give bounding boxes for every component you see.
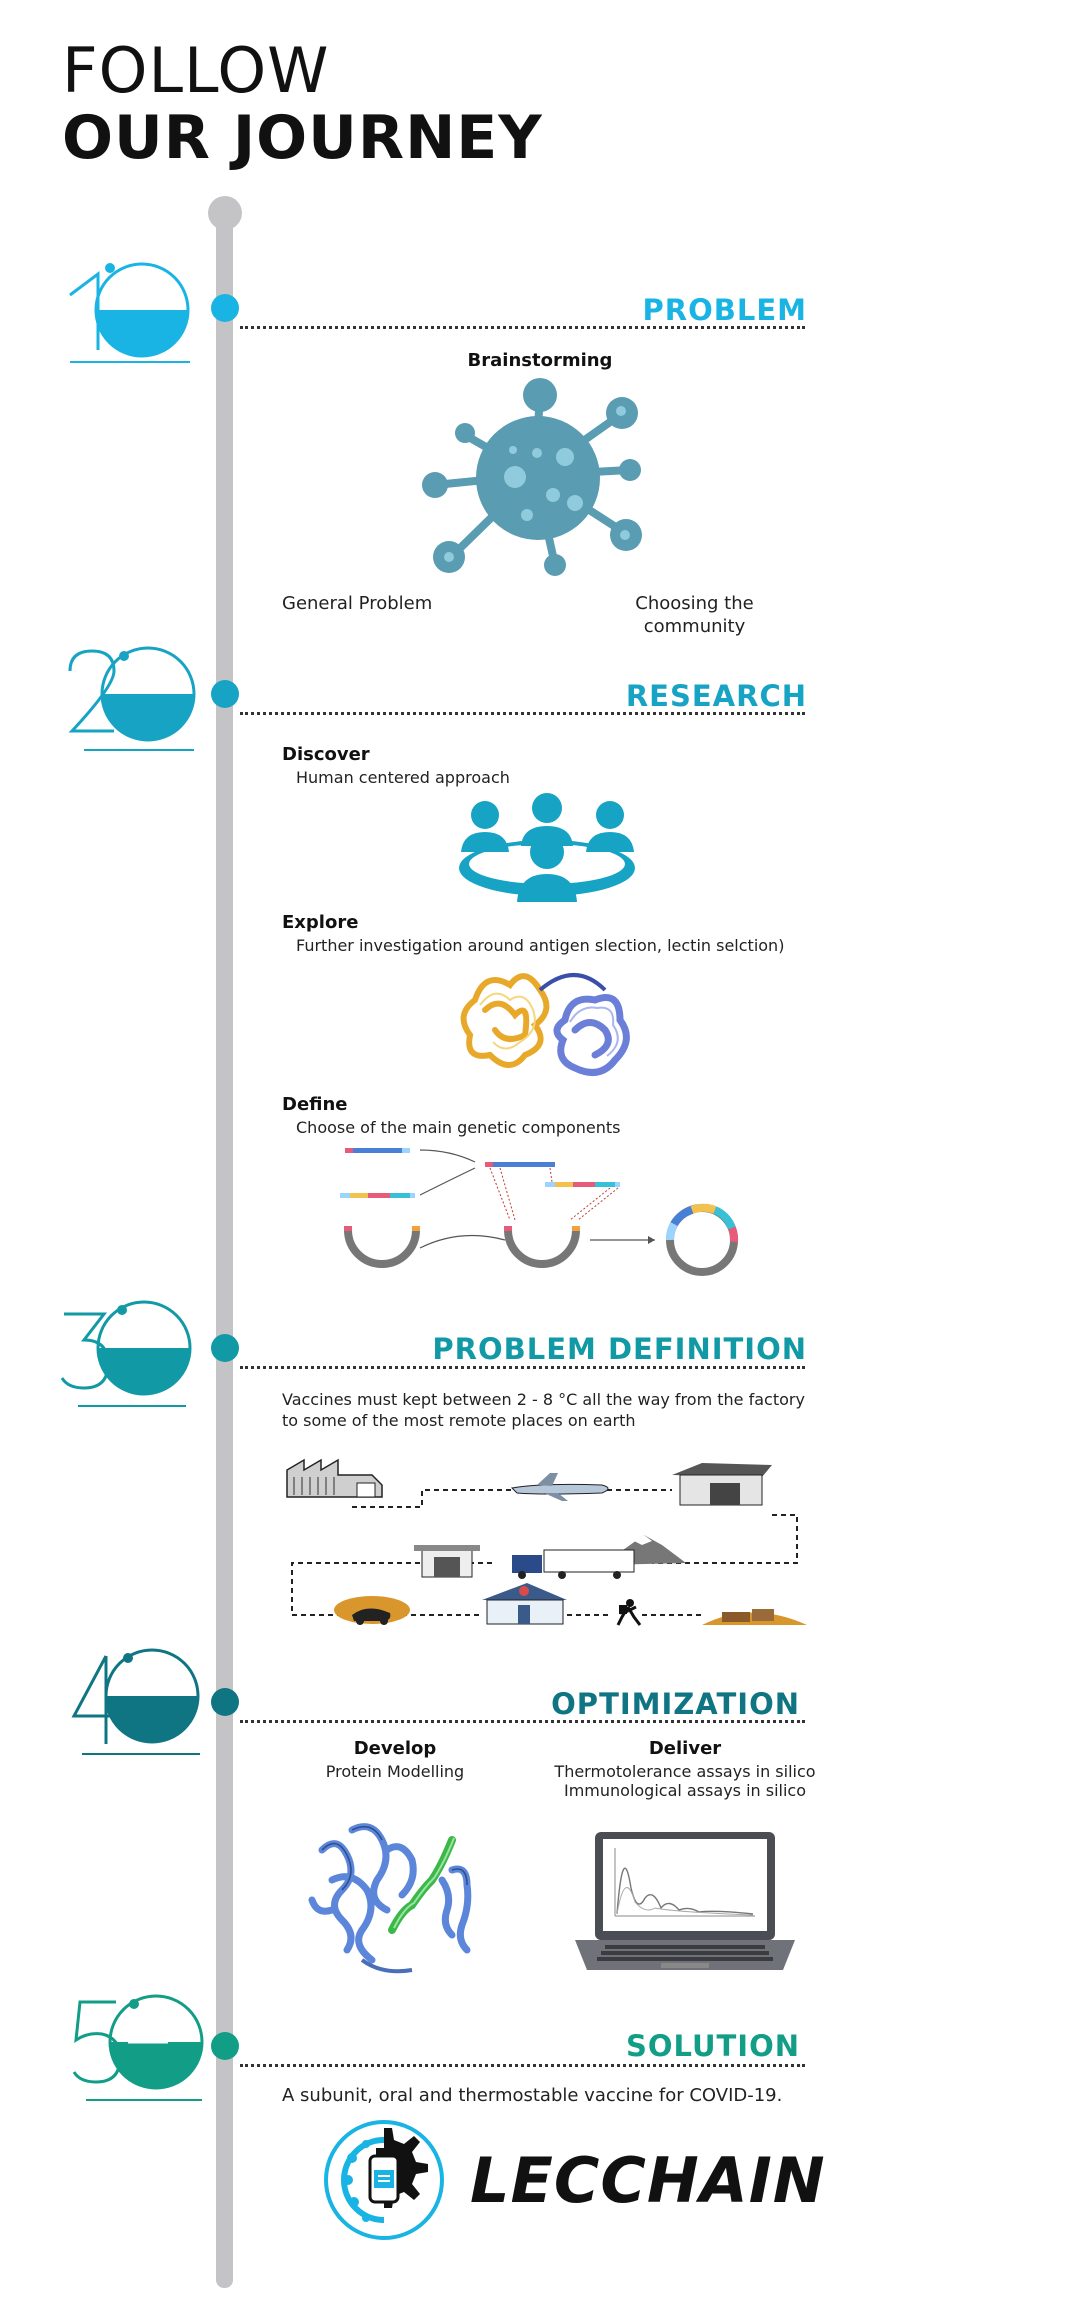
truck-icon xyxy=(512,1549,635,1579)
step-5-dot xyxy=(211,2032,239,2060)
step-2-divider xyxy=(240,712,805,715)
step-4-divider xyxy=(240,1720,805,1723)
explore-text: Further investigation around antigen sle… xyxy=(296,936,785,955)
storage-building-icon xyxy=(414,1545,480,1578)
step-4-number-badge xyxy=(68,1644,208,1764)
define-text: Choose of the main genetic components xyxy=(296,1118,621,1137)
discover-heading: Discover xyxy=(282,744,370,765)
define-heading: Define xyxy=(282,1094,348,1115)
virus-icon xyxy=(415,375,650,585)
deliver-heading: Deliver xyxy=(648,1738,722,1759)
step-4-title: OPTIMIZATION xyxy=(551,1687,800,1721)
step-5-divider xyxy=(240,2064,805,2067)
header-title-line1: FOLLOW xyxy=(62,34,330,107)
deliver-line-1: Thermotolerance assays in silico xyxy=(554,1762,816,1781)
people-group-icon xyxy=(455,790,640,908)
develop-text: Protein Modelling xyxy=(325,1762,465,1781)
protein-model-icon xyxy=(302,1810,487,1980)
step-3-number-badge xyxy=(58,1292,198,1412)
cold-chain-route-icon xyxy=(282,1455,807,1627)
protein-structure-icon xyxy=(455,960,640,1085)
step-1-dot xyxy=(211,294,239,322)
step-1-left-label: General Problem xyxy=(282,593,433,614)
step-3-text: Vaccines must kept between 2 - 8 °C all … xyxy=(282,1390,805,1430)
step-1-divider xyxy=(240,326,805,329)
develop-heading: Develop xyxy=(353,1738,437,1759)
step-5-text: A subunit, oral and thermostable vaccine… xyxy=(282,2085,783,2106)
step-3-dot xyxy=(211,1334,239,1362)
timeline-rail xyxy=(216,210,233,2288)
laptop-chart-icon xyxy=(575,1828,795,1978)
deliver-line-2: Immunological assays in silico xyxy=(563,1781,807,1800)
step-5-number-badge xyxy=(68,1988,208,2108)
lecchain-logo-icon xyxy=(322,2118,447,2243)
explore-heading: Explore xyxy=(282,912,359,933)
warehouse-icon xyxy=(672,1463,772,1506)
step-2-number-badge xyxy=(62,636,202,756)
airplane-icon xyxy=(510,1473,609,1501)
header-title-line2: OUR JOURNEY xyxy=(62,103,543,173)
walker-icon xyxy=(616,1599,642,1626)
step-1-right-label: Choosing the community xyxy=(635,593,754,638)
step-1-number: 1 xyxy=(68,349,69,351)
discover-text: Human centered approach xyxy=(296,768,510,787)
step-2-title: RESEARCH xyxy=(625,679,807,713)
plasmid-assembly-icon xyxy=(340,1140,740,1285)
step-1-title: PROBLEM xyxy=(642,293,807,327)
step-3-divider xyxy=(240,1366,805,1369)
village-icon xyxy=(702,1609,807,1625)
step-4-dot xyxy=(211,1688,239,1716)
step-1-heading: Brainstorming xyxy=(467,350,613,371)
factory-icon xyxy=(286,1458,383,1498)
step-3-title: PROBLEM DEFINITION xyxy=(432,1332,807,1366)
step-2-dot xyxy=(211,680,239,708)
step-5-title: SOLUTION xyxy=(625,2029,800,2063)
step-1-number-badge: 1 xyxy=(60,250,200,370)
rural-car-icon xyxy=(334,1596,410,1625)
lecchain-wordmark: LECCHAIN xyxy=(470,2144,826,2217)
clinic-icon xyxy=(482,1583,567,1625)
